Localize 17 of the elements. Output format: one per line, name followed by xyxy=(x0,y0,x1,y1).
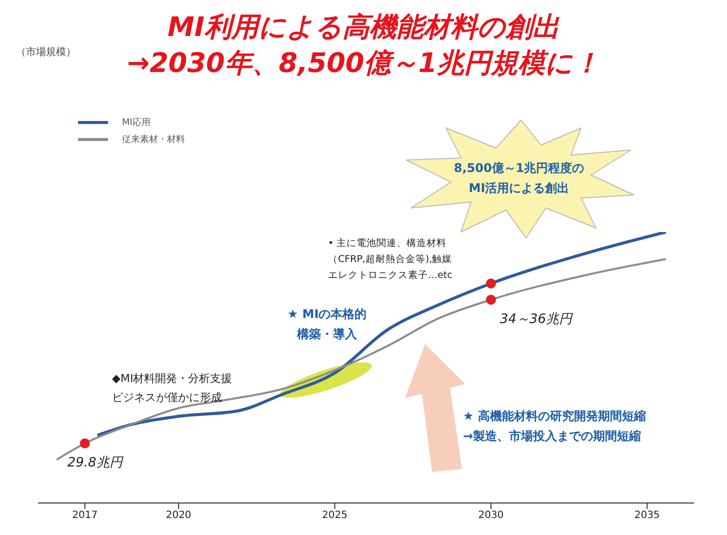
chart-title: MI利用による高機能材料の創出 xyxy=(166,11,560,45)
x-tick-label: 2020 xyxy=(166,510,192,522)
legend-label: 従来素材・材料 xyxy=(122,134,185,146)
text: 8,500億～1兆円程度のMI活用による創出 xyxy=(452,160,586,198)
text: （市場規模） xyxy=(16,46,77,60)
x-tick-label: 2017 xyxy=(72,510,98,522)
legend-label: MI応用 xyxy=(122,116,150,129)
chart-subtitle: →2030年、8,500億～1兆円規模に！ xyxy=(127,48,600,79)
x-tick-label: 2025 xyxy=(322,510,348,522)
annotation: ★ 高機能材料の研究開発期間短縮→製造、市場投入までの期間短縮 xyxy=(463,408,647,446)
x-tick-label: 2035 xyxy=(634,510,660,522)
x-tick-label: 2030 xyxy=(478,510,504,522)
annotation: • 主に電池関連、構造材料（CFRP,超耐熱合金等),触媒エレクトロニクス素子…etc xyxy=(328,237,454,284)
annotation: 34～36兆円 xyxy=(500,312,573,327)
annotation: ★ MIの本格的構築・導入 xyxy=(286,306,368,344)
annotation: 29.8兆円 xyxy=(67,456,124,471)
annotation: ◆MI材料開発・分析支援ビジネスが僅かに形成 xyxy=(112,371,234,406)
